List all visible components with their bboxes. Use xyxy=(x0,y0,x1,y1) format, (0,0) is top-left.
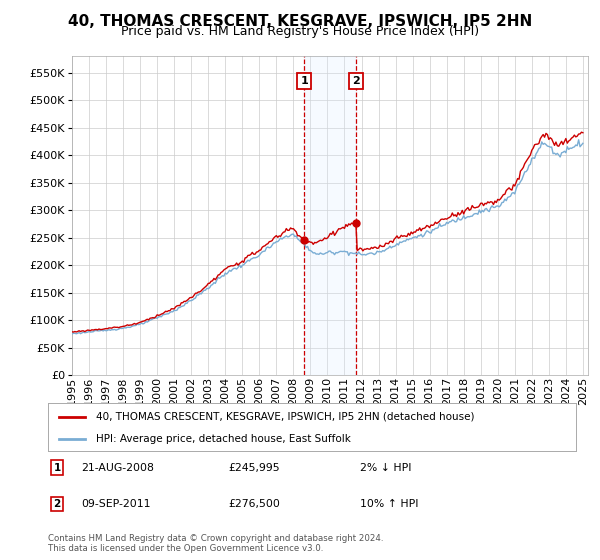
Text: 40, THOMAS CRESCENT, KESGRAVE, IPSWICH, IP5 2HN: 40, THOMAS CRESCENT, KESGRAVE, IPSWICH, … xyxy=(68,14,532,29)
Bar xyxy=(304,56,356,375)
Text: 2% ↓ HPI: 2% ↓ HPI xyxy=(360,463,412,473)
Text: 2: 2 xyxy=(353,76,360,86)
Text: 1: 1 xyxy=(53,463,61,473)
Text: £245,995: £245,995 xyxy=(228,463,280,473)
Text: Price paid vs. HM Land Registry's House Price Index (HPI): Price paid vs. HM Land Registry's House … xyxy=(121,25,479,38)
Text: 1: 1 xyxy=(301,76,308,86)
Text: HPI: Average price, detached house, East Suffolk: HPI: Average price, detached house, East… xyxy=(95,434,350,444)
Text: 10% ↑ HPI: 10% ↑ HPI xyxy=(360,499,419,509)
Text: Contains HM Land Registry data © Crown copyright and database right 2024.
This d: Contains HM Land Registry data © Crown c… xyxy=(48,534,383,553)
Text: 2: 2 xyxy=(53,499,61,509)
Text: 40, THOMAS CRESCENT, KESGRAVE, IPSWICH, IP5 2HN (detached house): 40, THOMAS CRESCENT, KESGRAVE, IPSWICH, … xyxy=(95,412,474,422)
Text: £276,500: £276,500 xyxy=(228,499,280,509)
Text: 21-AUG-2008: 21-AUG-2008 xyxy=(81,463,154,473)
Text: 09-SEP-2011: 09-SEP-2011 xyxy=(81,499,151,509)
